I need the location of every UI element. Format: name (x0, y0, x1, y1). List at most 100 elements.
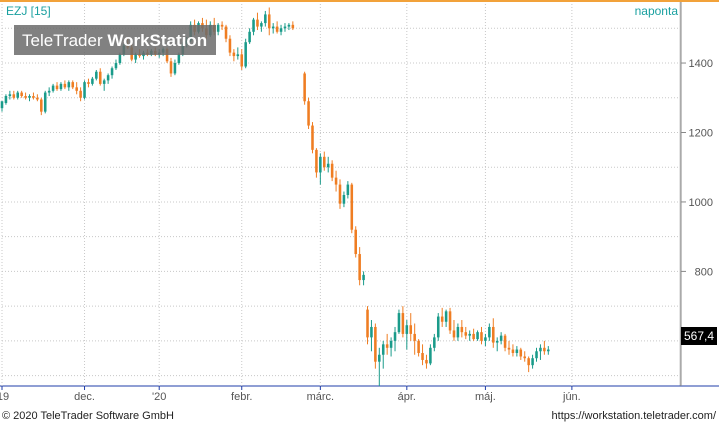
candle-body (413, 333, 416, 341)
candlestick-series (0, 7, 550, 386)
candle-body (476, 332, 479, 340)
candle-body (464, 332, 468, 336)
x-tick-label: ápr. (398, 391, 416, 403)
x-tick-label: jún. (562, 391, 581, 403)
candle-body (448, 311, 452, 331)
candle-body (346, 184, 350, 195)
candle-body (16, 92, 19, 98)
candle-body (319, 156, 322, 173)
candle-body (20, 92, 23, 97)
candle-body (409, 325, 413, 334)
candle-body (87, 82, 90, 84)
candle-body (260, 23, 263, 27)
y-tick-label: 800 (695, 266, 713, 278)
candle-body (342, 195, 346, 204)
footer-url[interactable]: https://workstation.teletrader.com/ (552, 410, 717, 422)
candle-body (495, 340, 499, 343)
candle-body (173, 63, 177, 74)
candle-body (444, 311, 448, 322)
candle-body (456, 326, 460, 338)
candle-body (36, 97, 39, 100)
candle-body (12, 94, 16, 98)
candle-body (279, 28, 283, 32)
last-price-value: 567,4 (684, 329, 714, 343)
x-tick-label: márc. (307, 391, 335, 403)
candle-body (393, 332, 397, 341)
candle-body (326, 163, 330, 168)
candle-body (95, 71, 98, 79)
candle-body (59, 83, 63, 90)
candle-body (138, 54, 141, 57)
candle-body (425, 359, 428, 364)
candle-body (252, 19, 255, 32)
watermark-bg (14, 25, 216, 55)
y-axis-ticks: 600800100012001400 (681, 58, 713, 348)
candle-body (484, 337, 487, 341)
x-tick-label: febr. (231, 391, 252, 403)
candle-body (468, 333, 471, 336)
candle-body (220, 24, 224, 27)
candle-body (401, 313, 405, 334)
candle-body (405, 325, 409, 334)
candle-body (547, 349, 550, 352)
candle-body (216, 24, 220, 32)
x-tick-label: '19 (0, 391, 9, 403)
candle-body (338, 184, 342, 204)
candle-body (43, 92, 47, 112)
candle-body (433, 337, 436, 348)
candle-body (98, 71, 102, 84)
x-tick-label: '20 (152, 391, 166, 403)
candle-body (256, 19, 259, 27)
candle-body (519, 349, 523, 357)
candle-body (275, 26, 279, 32)
footer-bar (0, 406, 719, 425)
candle-body (452, 330, 456, 338)
candle-body (334, 177, 338, 185)
candle-body (417, 340, 420, 354)
candle-body (63, 83, 67, 88)
candle-body (75, 87, 78, 91)
candle-body (236, 54, 240, 57)
candle-body (358, 254, 361, 281)
candle-body (24, 96, 27, 98)
candle-body (55, 85, 59, 90)
candle-body (0, 101, 4, 109)
candle-body (488, 326, 491, 338)
candle-body (374, 326, 377, 362)
last-price-box (681, 327, 717, 345)
candle-body (79, 90, 82, 98)
candle-body (102, 80, 106, 84)
candle-body (429, 347, 432, 364)
candle-body (381, 344, 385, 355)
y-tick-label: 1400 (689, 58, 713, 70)
last-price-marker: 567,4 (681, 327, 717, 345)
candle-body (535, 351, 538, 359)
candle-body (114, 63, 118, 69)
candle-body (515, 349, 519, 354)
interval-label: naponta (635, 4, 679, 18)
candle-body (523, 356, 526, 359)
x-tick-label: dec. (74, 391, 95, 403)
candle-body (67, 82, 71, 88)
x-tick-label: máj. (475, 391, 496, 403)
candle-body (472, 333, 475, 340)
candle-body (440, 316, 444, 322)
candle-body (385, 344, 389, 348)
candle-body (531, 358, 534, 366)
candle-body (240, 54, 244, 67)
candle-body (8, 94, 12, 97)
candle-body (436, 316, 440, 338)
candle-body (287, 24, 291, 27)
candle-body (169, 61, 173, 74)
candle-body (527, 358, 530, 366)
candle-body (40, 99, 43, 112)
candle-body (110, 68, 114, 76)
candle-body (362, 274, 365, 281)
candle-body (28, 96, 31, 98)
candle-body (303, 73, 306, 102)
watermark-text: TeleTrader WorkStation (22, 31, 207, 50)
candle-body (248, 31, 251, 43)
candle-body (291, 24, 295, 29)
x-axis-ticks: '19 dec. '20 febr. márc. ápr. máj. jún. (0, 386, 581, 403)
